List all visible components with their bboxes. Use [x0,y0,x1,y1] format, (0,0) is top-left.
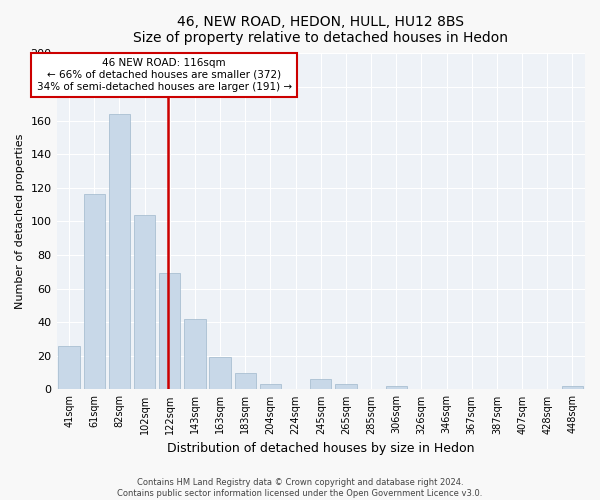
Bar [134,214,155,390]
Bar [159,274,181,390]
Title: 46, NEW ROAD, HEDON, HULL, HU12 8BS
Size of property relative to detached houses: 46, NEW ROAD, HEDON, HULL, HU12 8BS Size… [133,15,508,45]
Bar [83,194,105,390]
Bar [109,114,130,390]
X-axis label: Distribution of detached houses by size in Hedon: Distribution of detached houses by size … [167,442,475,455]
Bar [209,358,231,390]
Text: 46 NEW ROAD: 116sqm
← 66% of detached houses are smaller (372)
34% of semi-detac: 46 NEW ROAD: 116sqm ← 66% of detached ho… [37,58,292,92]
Bar [386,386,407,390]
Text: Contains HM Land Registry data © Crown copyright and database right 2024.
Contai: Contains HM Land Registry data © Crown c… [118,478,482,498]
Bar [235,372,256,390]
Bar [260,384,281,390]
Bar [58,346,80,390]
Bar [310,380,331,390]
Y-axis label: Number of detached properties: Number of detached properties [15,134,25,309]
Bar [562,386,583,390]
Bar [335,384,356,390]
Bar [184,319,206,390]
